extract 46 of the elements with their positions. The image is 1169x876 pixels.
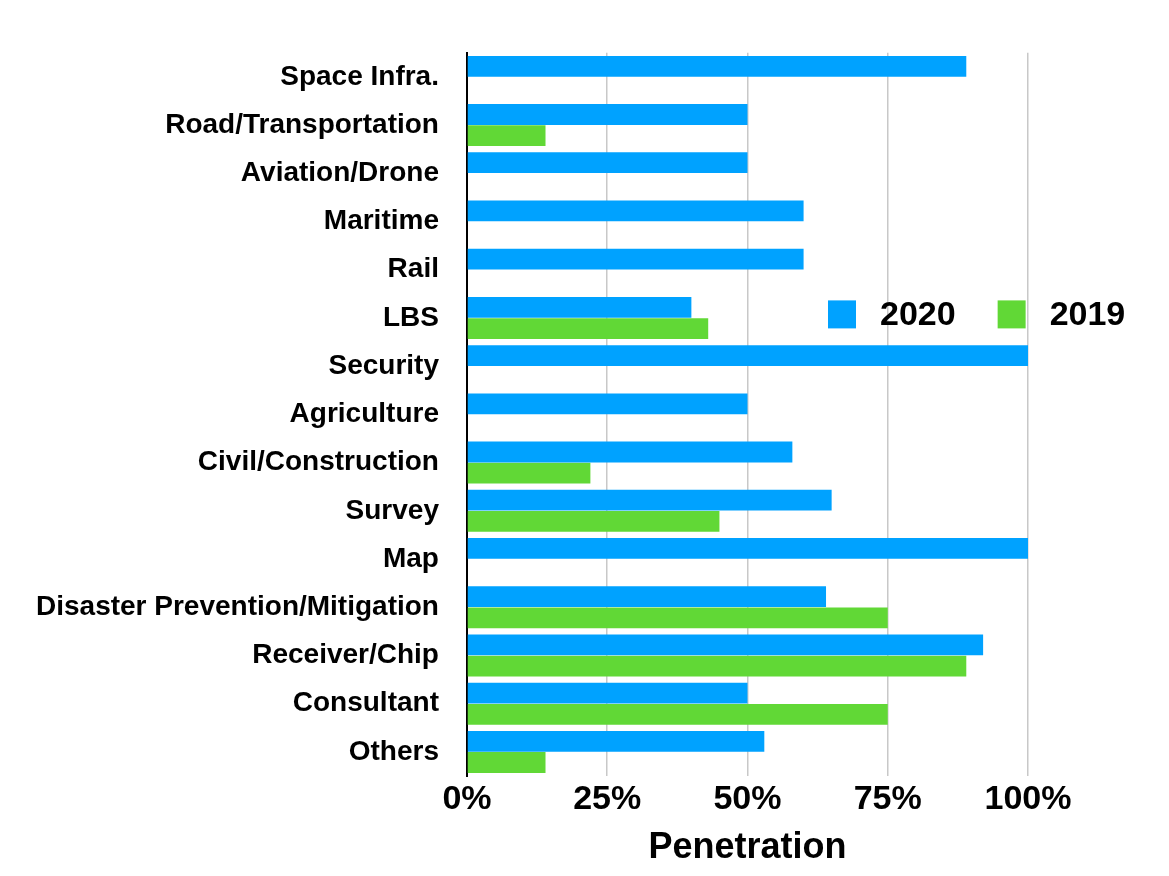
bar <box>467 634 984 656</box>
bar <box>467 752 546 773</box>
bar <box>467 393 748 415</box>
legend-label: 2020 <box>880 293 956 332</box>
bar <box>467 538 1028 559</box>
bar <box>467 318 709 339</box>
bar <box>467 730 765 752</box>
bar <box>467 345 1028 366</box>
y-tick-label: Receiver/Chip <box>252 638 439 670</box>
x-tick-label: 75% <box>853 777 922 816</box>
x-axis-title: Penetration <box>648 825 847 867</box>
bar <box>467 586 827 608</box>
x-tick-label: 25% <box>573 777 642 816</box>
bar <box>467 703 888 725</box>
y-tick-label: Disaster Prevention/Mitigation <box>36 589 439 621</box>
bar <box>467 152 748 174</box>
y-tick-label: Agriculture <box>289 397 439 429</box>
y-tick-label: Road/Transportation <box>165 107 439 139</box>
bar <box>467 462 591 484</box>
bar <box>467 441 793 463</box>
y-tick-label: Others <box>348 734 439 766</box>
y-tick-label: Civil/Construction <box>197 445 439 477</box>
bar <box>467 248 804 270</box>
y-tick-label: Security <box>328 348 440 380</box>
y-tick-label: Maritime <box>323 204 439 236</box>
bar <box>467 607 888 629</box>
bar <box>467 200 804 222</box>
y-tick-label: LBS <box>382 300 439 332</box>
y-tick-label: Aviation/Drone <box>240 156 439 188</box>
y-tick-label: Map <box>382 541 439 573</box>
legend-label: 2019 <box>1049 293 1126 332</box>
y-tick-label: Survey <box>345 493 440 525</box>
bar <box>467 104 748 125</box>
x-tick-label: 0% <box>442 777 492 816</box>
bar <box>467 655 967 677</box>
y-tick-label: Rail <box>387 252 439 284</box>
x-tick-label: 100% <box>984 777 1072 816</box>
bar <box>467 682 748 704</box>
bar <box>467 296 692 318</box>
bar <box>467 55 967 77</box>
bar <box>467 125 546 147</box>
x-tick-label: 50% <box>713 777 782 816</box>
bar <box>467 489 832 511</box>
y-tick-label: Space Infra. <box>280 59 439 91</box>
y-tick-label: Consultant <box>292 686 439 718</box>
bar <box>467 511 720 532</box>
